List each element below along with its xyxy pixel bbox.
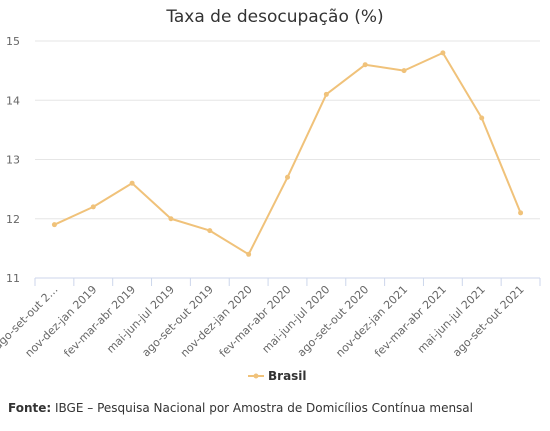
y-axis: 11 12 13 14 15 <box>6 35 20 285</box>
data-point <box>362 62 368 68</box>
x-tick-label: nov-dez-jan 2020 <box>178 283 255 360</box>
x-tick-label: nov-dez-jan 2021 <box>333 283 410 360</box>
x-tick-label: nov-dez-jan 2019 <box>23 283 100 360</box>
data-point <box>479 115 485 121</box>
x-tick-label: fev-mar-abr 2020 <box>217 283 294 360</box>
data-point <box>51 222 57 228</box>
x-tick-label: ago-set-out 2019 <box>139 283 215 359</box>
y-tick-label: 13 <box>6 154 20 167</box>
data-point <box>323 91 329 97</box>
y-tick-label: 14 <box>6 94 20 107</box>
source-text: IBGE – Pesquisa Nacional por Amostra de … <box>55 401 473 415</box>
x-tick-label: mai-jun-jul 2021 <box>415 283 488 356</box>
source-label: Fonte: <box>8 401 52 415</box>
x-tick-label: ago-set-out 2020 <box>295 283 371 359</box>
legend[interactable]: Brasil <box>248 369 307 383</box>
series-line-brasil <box>54 51 522 256</box>
x-tick-label: fev-mar-abr 2021 <box>372 283 449 360</box>
x-tick-label: mai-jun-jul 2019 <box>104 283 177 356</box>
data-point <box>285 174 290 180</box>
y-tick-label: 15 <box>6 35 20 48</box>
legend-marker-brasil <box>253 373 259 379</box>
data-point <box>129 180 135 186</box>
x-tick-label: mai-jun-jul 2020 <box>260 283 333 356</box>
chart-title: Taxa de desocupação (%) <box>165 7 383 27</box>
line-chart: Taxa de desocupação (%) 11 12 13 14 15 ago-s… <box>0 7 541 383</box>
data-point <box>207 228 213 234</box>
grid-lines <box>35 40 540 279</box>
data-point <box>168 216 174 222</box>
y-tick-label: 11 <box>6 272 20 285</box>
x-axis: ago-set-out 2…nov-dez-jan 2019fev-mar-ab… <box>0 277 541 360</box>
plot-area <box>51 50 524 257</box>
legend-label-brasil: Brasil <box>268 369 307 383</box>
data-point <box>246 251 252 257</box>
x-tick-label: fev-mar-abr 2019 <box>61 283 138 360</box>
x-tick-label: ago-set-out 2021 <box>450 283 526 359</box>
y-tick-label: 12 <box>6 213 20 226</box>
data-point <box>401 68 407 74</box>
source-note: Fonte: IBGE – Pesquisa Nacional por Amos… <box>8 401 473 415</box>
data-point <box>90 204 96 210</box>
data-point <box>518 210 524 216</box>
data-point <box>440 50 446 56</box>
